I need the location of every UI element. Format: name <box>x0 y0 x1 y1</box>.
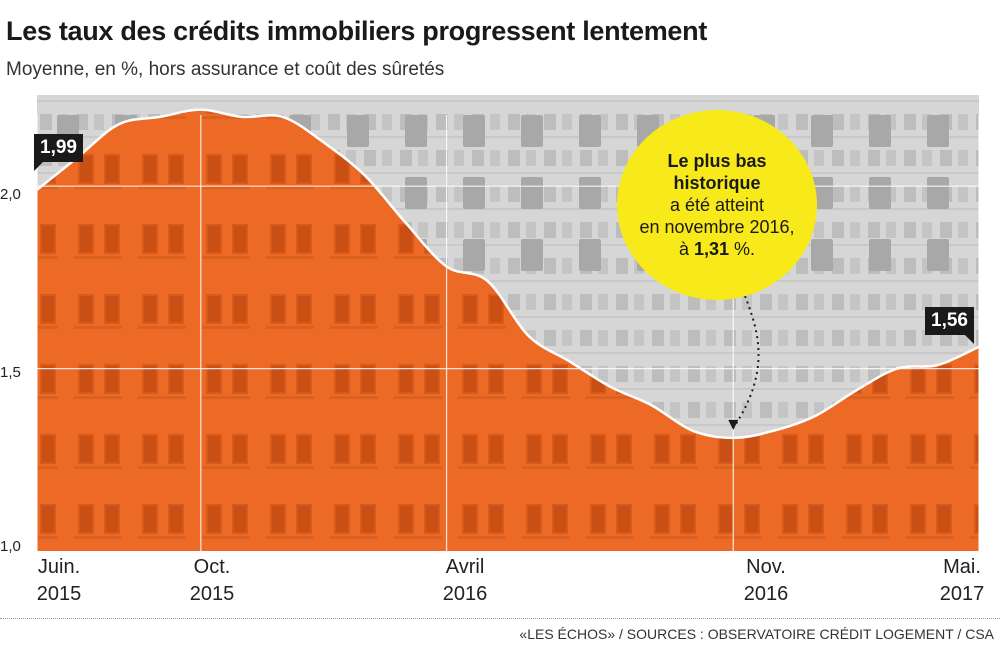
background-window <box>173 177 195 209</box>
data-point <box>937 364 939 366</box>
area-layer <box>37 109 979 551</box>
background-window <box>347 177 369 209</box>
data-point <box>855 389 857 391</box>
background-window <box>231 115 253 147</box>
data-point <box>486 280 488 282</box>
grid-layer <box>36 115 980 551</box>
background-window <box>231 177 253 209</box>
background-window <box>521 239 543 271</box>
data-point <box>773 429 775 431</box>
data-point <box>445 265 447 267</box>
x-tick-label: Mai. 2017 <box>939 556 985 605</box>
background-window <box>231 239 253 271</box>
data-point <box>527 335 529 337</box>
annotation-arrowhead <box>728 419 739 430</box>
background-window <box>869 177 891 209</box>
background-window <box>405 239 427 271</box>
data-point <box>282 116 284 118</box>
annotation-callout: Le plus bas historique a été atteint en … <box>617 110 817 300</box>
data-point <box>978 346 980 348</box>
x-tick-label: Avril 2016 <box>442 556 488 605</box>
background-window <box>869 239 891 271</box>
background-window <box>115 115 137 147</box>
background-window <box>347 239 369 271</box>
background-window <box>289 239 311 271</box>
background-window <box>347 115 369 147</box>
source-note: «LES ÉCHOS» / SOURCES : OBSERVATOIRE CRÉ… <box>519 626 994 642</box>
y-tick-label: 1,5 <box>0 364 21 381</box>
data-point <box>609 386 611 388</box>
data-point <box>650 404 652 406</box>
series-area <box>37 109 979 551</box>
x-tick-label: Nov. 2016 <box>743 556 789 605</box>
background-window <box>521 115 543 147</box>
data-point <box>118 123 120 125</box>
background-window <box>579 177 601 209</box>
value-label-end: 1,56 <box>925 307 974 344</box>
chart-title: Les taux des crédits immobiliers progres… <box>6 16 708 46</box>
background-window <box>115 177 137 209</box>
background-window <box>463 115 485 147</box>
background-window <box>521 177 543 209</box>
annotation-value-line: à 1,31 %. <box>678 239 756 259</box>
data-point <box>404 221 406 223</box>
x-tick-label: Juin. 2015 <box>36 556 82 605</box>
background-window <box>927 115 949 147</box>
footer-divider <box>0 618 1000 619</box>
annotation-bold-line: historique <box>673 173 761 193</box>
background-window <box>811 115 833 147</box>
data-point <box>691 429 693 431</box>
background-window <box>289 177 311 209</box>
chart-subtitle: Moyenne, en %, hors assurance et coût de… <box>6 59 445 80</box>
data-point <box>159 116 161 118</box>
background-window <box>57 177 79 209</box>
data-point <box>568 360 570 362</box>
data-point <box>732 437 734 439</box>
background-window <box>173 239 195 271</box>
data-point <box>896 367 898 369</box>
marks-layer <box>36 108 980 439</box>
data-point <box>36 189 38 191</box>
background-photo <box>37 95 979 551</box>
data-point <box>322 141 324 143</box>
background-window <box>927 239 949 271</box>
annotation-line: en novembre 2016, <box>639 217 795 237</box>
background-window <box>173 115 195 147</box>
value-label-start: 1,99 <box>34 134 83 171</box>
background-window <box>463 177 485 209</box>
x-tick-label: Oct. 2015 <box>189 556 235 605</box>
background-window <box>405 115 427 147</box>
series-line-layer <box>36 108 980 440</box>
y-tick-label: 1,0 <box>0 538 21 555</box>
background-window <box>927 177 949 209</box>
background-window <box>115 239 137 271</box>
background-window <box>463 239 485 271</box>
y-tick-label: 2,0 <box>0 186 21 203</box>
data-point <box>241 116 243 118</box>
background-window <box>579 115 601 147</box>
annotation-line: a été atteint <box>669 195 765 215</box>
data-point <box>814 415 816 417</box>
background-window <box>811 239 833 271</box>
series-line <box>36 108 980 440</box>
data-point <box>363 174 365 176</box>
data-point <box>200 108 202 110</box>
annotation-arrow <box>732 295 760 429</box>
background-window <box>869 115 891 147</box>
background-window <box>579 239 601 271</box>
background-window <box>289 115 311 147</box>
background-window <box>405 177 427 209</box>
annotation-bold-line: Le plus bas <box>667 151 767 171</box>
background-window <box>57 239 79 271</box>
